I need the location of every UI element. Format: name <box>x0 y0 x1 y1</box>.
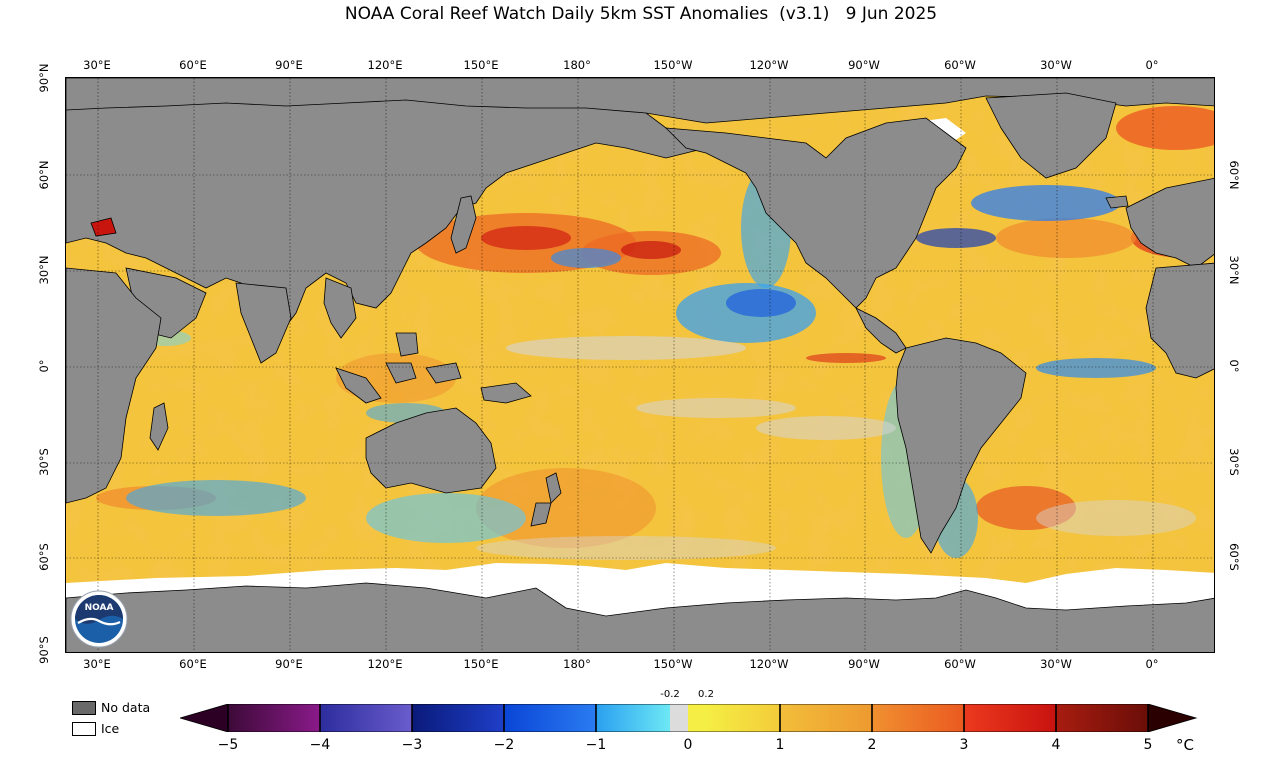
map-canvas <box>66 78 1214 652</box>
colorbar-small-label: 0.2 <box>698 689 714 700</box>
lon-label: 90°W <box>848 657 880 671</box>
lat-label: 30°N <box>1227 255 1241 285</box>
lat-label: 30°S <box>37 448 51 476</box>
lon-label: 0° <box>1145 58 1159 72</box>
colorbar-tick: −3 <box>401 737 423 753</box>
lat-label: 60°S <box>37 543 51 571</box>
lat-label: 60°N <box>1227 160 1241 190</box>
lon-label: 90°E <box>275 657 303 671</box>
lon-label: 60°E <box>179 657 207 671</box>
lon-label: 90°W <box>848 58 880 72</box>
colorbar <box>180 704 1198 732</box>
logo-text: NOAA <box>85 603 114 613</box>
lon-label: 30°E <box>83 58 111 72</box>
gridlines <box>66 78 1214 652</box>
lat-label: 90°N <box>37 63 51 93</box>
colorbar-tick: −4 <box>309 737 331 753</box>
lon-label: 60°W <box>944 58 976 72</box>
lon-label: 120°W <box>749 657 789 671</box>
colorbar-tick: 5 <box>1143 737 1153 753</box>
no-data-swatch <box>72 701 96 715</box>
lat-label: 30°N <box>37 255 51 285</box>
lat-label: 60°N <box>37 160 51 190</box>
lon-label: 150°E <box>463 657 499 671</box>
landmass-antarctica <box>66 582 1214 652</box>
no-data-label: No data <box>101 700 151 715</box>
lat-label: 0° <box>37 359 51 373</box>
map-title: NOAA Coral Reef Watch Daily 5km SST Anom… <box>344 4 938 24</box>
colorbar-tick: −5 <box>217 737 239 753</box>
colorbar-small-label: -0.2 <box>660 689 680 700</box>
neutral-anomalies <box>476 336 1196 560</box>
lon-label: 90°E <box>275 58 303 72</box>
lon-label: 30°W <box>1040 58 1072 72</box>
ice-label: Ice <box>101 721 120 736</box>
colorbar-tick: 3 <box>959 737 969 753</box>
landmass-north-america <box>664 117 967 309</box>
colorbar-tick: 2 <box>867 737 877 753</box>
lon-label: 60°W <box>944 657 976 671</box>
colorbar-tick: 1 <box>775 737 785 753</box>
colorbar-tick: 0 <box>683 737 693 753</box>
lon-label: 180° <box>563 657 591 671</box>
lon-label: 60°E <box>179 58 207 72</box>
lat-label: 60°S <box>1227 543 1241 571</box>
colorbar-tick: 4 <box>1051 737 1061 753</box>
lat-label: 0° <box>1227 359 1241 373</box>
colorbar-tick: −1 <box>585 737 607 753</box>
lon-label: 0° <box>1145 657 1159 671</box>
colorbar-tick: −2 <box>493 737 515 753</box>
lon-label: 120°E <box>367 657 403 671</box>
lat-label: 30°S <box>1227 448 1241 476</box>
ice-swatch <box>72 722 96 736</box>
colorbar-unit: °C <box>1176 736 1194 754</box>
lon-label: 30°E <box>83 657 111 671</box>
lat-label: 90°S <box>37 636 51 664</box>
sst-anomaly-map[interactable] <box>65 77 1215 653</box>
lon-label: 150°E <box>463 58 499 72</box>
lon-label: 30°W <box>1040 657 1072 671</box>
lon-label: 150°W <box>653 657 693 671</box>
lon-label: 120°W <box>749 58 789 72</box>
lon-label: 120°E <box>367 58 403 72</box>
lon-label: 150°W <box>653 58 693 72</box>
noaa-logo: NOAA <box>70 590 128 648</box>
lon-label: 180° <box>563 58 591 72</box>
